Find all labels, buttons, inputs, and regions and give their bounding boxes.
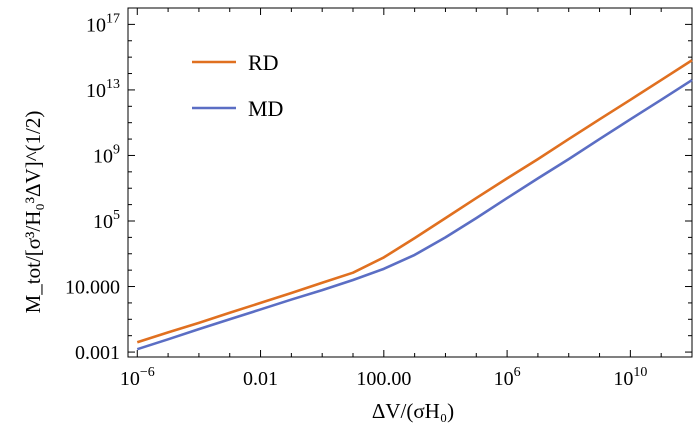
plot-frame xyxy=(127,7,693,358)
legend-label-rd: RD xyxy=(248,50,279,75)
y-tick-label: 1013 xyxy=(86,77,120,102)
y-tick-label: 1017 xyxy=(86,11,120,36)
plot-border xyxy=(127,7,693,358)
series-line-md xyxy=(136,78,693,351)
x-tick-label: 100.00 xyxy=(356,368,411,390)
y-tick-label: 0.001 xyxy=(75,342,120,364)
y-tick-label: 105 xyxy=(93,208,120,233)
series-line-rd xyxy=(136,59,693,344)
y-tick-label: 10.000 xyxy=(65,277,120,299)
x-tick-label: 106 xyxy=(494,365,521,390)
y-axis-title: M_tot/[σ³/H₀³ΔV]^(1/2) xyxy=(21,111,45,314)
y-tick-label: 109 xyxy=(93,142,120,167)
legend-label-md: MD xyxy=(248,96,283,121)
x-tick-label: 1010 xyxy=(613,365,647,390)
x-axis-title: ΔV/(σH₀) xyxy=(372,399,454,423)
axis-ticks: 10−6 0.01 100.00 106 1010 0.001 10.000 105 109 10… xyxy=(65,7,693,390)
series-lines xyxy=(136,59,693,351)
x-tick-label: 0.01 xyxy=(243,368,278,390)
legend: RD MD xyxy=(192,50,283,121)
x-tick-label: 10−6 xyxy=(120,365,155,390)
